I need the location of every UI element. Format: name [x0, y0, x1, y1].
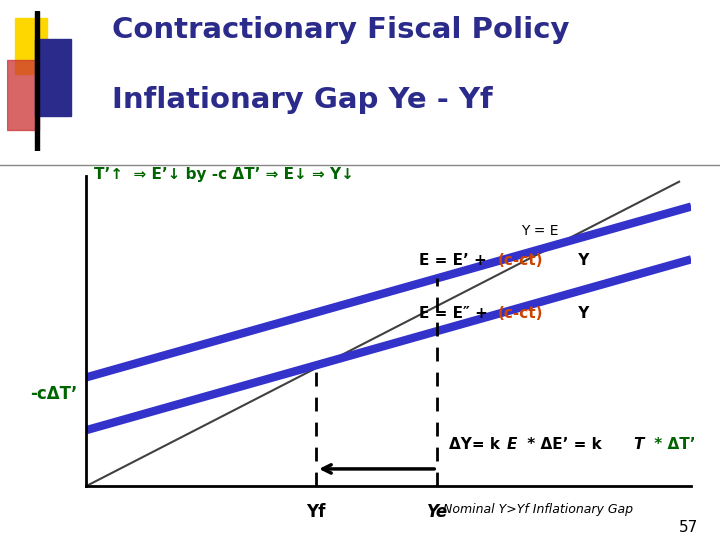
- Text: T: T: [634, 437, 644, 452]
- Text: * ΔT’: * ΔT’: [649, 437, 696, 452]
- Text: E: E: [507, 437, 517, 452]
- Text: 57: 57: [679, 519, 698, 535]
- Text: T’↑  ⇒ E’↓ by -c ΔT’ ⇒ E↓ ⇒ Y↓: T’↑ ⇒ E’↓ by -c ΔT’ ⇒ E↓ ⇒ Y↓: [94, 167, 354, 183]
- Text: Nominal Y>Yf Inflationary Gap: Nominal Y>Yf Inflationary Gap: [444, 503, 633, 516]
- Bar: [35, 11, 39, 151]
- Text: E = E″ +: E = E″ +: [419, 306, 493, 321]
- Bar: [35, 39, 71, 116]
- Text: (c-ct): (c-ct): [498, 306, 543, 321]
- Text: (c-ct): (c-ct): [498, 253, 543, 268]
- Text: Yf: Yf: [307, 503, 326, 521]
- Text: * ΔE’ = k: * ΔE’ = k: [522, 437, 607, 452]
- Text: Contractionary Fiscal Policy: Contractionary Fiscal Policy: [112, 16, 569, 44]
- Text: Y: Y: [573, 253, 590, 268]
- Text: ΔY= k: ΔY= k: [449, 437, 505, 452]
- Text: Y = E: Y = E: [521, 224, 559, 238]
- Text: Y: Y: [573, 306, 590, 321]
- Text: E = E’ +: E = E’ +: [419, 253, 492, 268]
- Text: -cΔT’: -cΔT’: [30, 386, 77, 403]
- Bar: [15, 18, 47, 74]
- Text: Inflationary Gap Ye - Yf: Inflationary Gap Ye - Yf: [112, 86, 492, 114]
- Text: Ye: Ye: [427, 503, 448, 521]
- Bar: [7, 60, 39, 130]
